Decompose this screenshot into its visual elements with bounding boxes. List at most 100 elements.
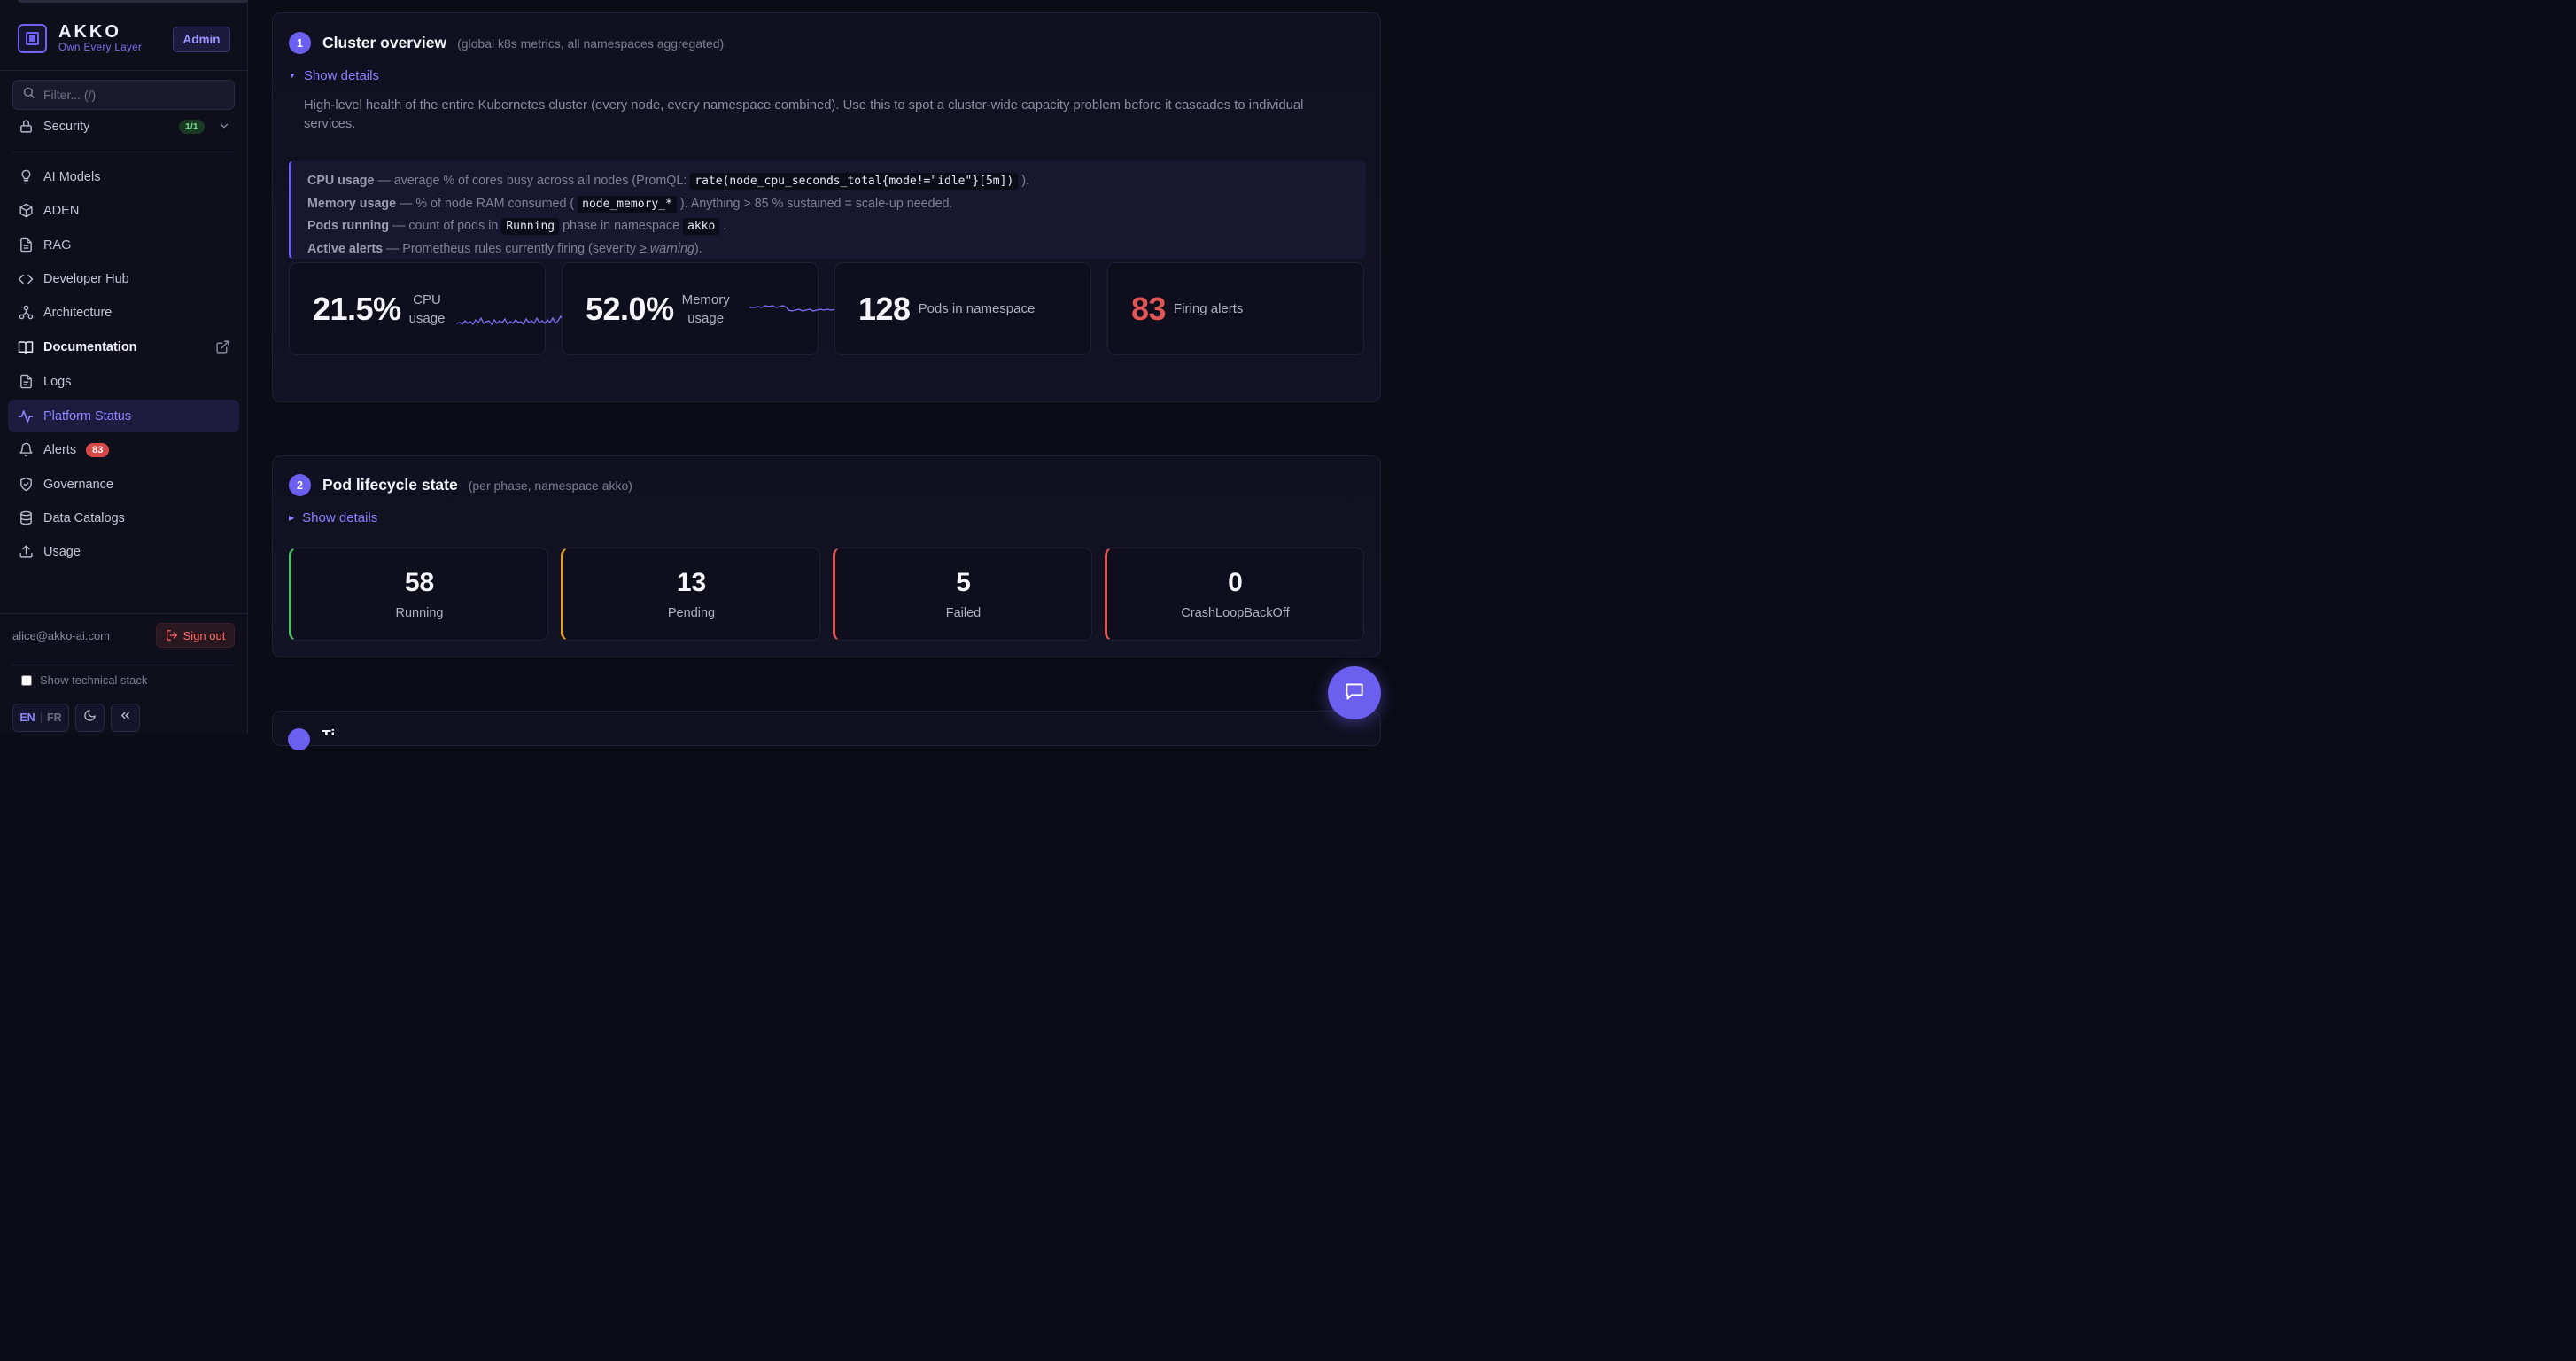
section-title: Pod lifecycle state	[322, 476, 458, 494]
show-details-toggle[interactable]: ▼ Show details	[289, 68, 379, 83]
lock-icon	[18, 119, 34, 135]
sidebar-item-rag[interactable]: RAG	[8, 229, 239, 261]
sidebar-item-label: Developer Hub	[43, 271, 129, 286]
phase-label: Pending	[667, 606, 716, 620]
pods-card: 128 Pods in namespace	[834, 262, 1091, 355]
sidebar-item-label: AI Models	[43, 169, 101, 184]
alerts-value: 83	[1131, 290, 1167, 327]
phase-count: 58	[404, 568, 435, 597]
database-icon	[18, 510, 34, 526]
next-section-card	[272, 711, 1381, 746]
pod-lifecycle-section: 2 Pod lifecycle state (per phase, namesp…	[272, 455, 1381, 657]
metric-definitions: CPU usage — average % of cores busy acro…	[289, 161, 1366, 259]
brand[interactable]: AKKO Own Every Layer	[18, 23, 142, 53]
cpu-usage-card: 21.5% CPU usage	[289, 262, 564, 355]
file-icon	[18, 374, 34, 390]
phase-pending-card: 13 Pending	[561, 548, 820, 641]
akko-logo-icon	[18, 23, 47, 53]
lang-en[interactable]: EN	[19, 712, 35, 724]
security-count-badge: 1/1	[179, 119, 205, 134]
show-details-label: Show details	[303, 68, 379, 83]
cluster-overview-section: 1 Cluster overview (global k8s metrics, …	[272, 12, 1381, 402]
bell-icon	[18, 442, 34, 458]
moon-icon	[83, 709, 97, 727]
section-number: 1	[289, 32, 311, 54]
chevron-down-icon[interactable]	[218, 120, 230, 136]
lang-fr[interactable]: FR	[46, 712, 62, 724]
tech-stack-toggle[interactable]: Show technical stack	[21, 673, 147, 687]
phase-failed-card: 5 Failed	[833, 548, 1092, 641]
sidebar-item-ai-models[interactable]: AI Models	[8, 160, 239, 193]
upload-icon	[18, 544, 34, 560]
sidebar-item-label: Data Catalogs	[43, 510, 125, 525]
double-chevron-left-icon	[119, 709, 132, 727]
sidebar: AKKO Own Every Layer Admin Security 1/1 …	[0, 0, 248, 734]
alerts-definition: Active alerts — Prometheus rules current…	[307, 241, 702, 256]
next-section-title: Ti	[322, 727, 336, 735]
brand-tagline: Own Every Layer	[58, 43, 143, 53]
search-icon	[22, 86, 35, 104]
sidebar-item-platform-status[interactable]: Platform Status	[8, 400, 239, 432]
sidebar-item-governance[interactable]: Governance	[8, 468, 239, 501]
sign-out-button[interactable]: Sign out	[156, 623, 235, 648]
pods-definition: Pods running — count of pods in Running …	[307, 218, 727, 236]
chat-button[interactable]	[1328, 666, 1381, 719]
section-subtitle: (global k8s metrics, all namespaces aggr…	[457, 35, 725, 51]
tech-stack-label: Show technical stack	[40, 673, 148, 687]
sidebar-item-developer-hub[interactable]: Developer Hub	[8, 262, 239, 295]
alerts-count-badge: 83	[86, 442, 110, 457]
filter-field[interactable]	[12, 80, 235, 110]
phase-label: Failed	[945, 606, 982, 620]
sidebar-item-architecture[interactable]: Architecture	[8, 296, 239, 329]
external-link-icon[interactable]	[215, 339, 230, 358]
pods-label: Pods in namespace	[918, 301, 1036, 316]
phase-crashloop-card: 0 CrashLoopBackOff	[1105, 548, 1364, 641]
bulb-icon	[18, 169, 34, 185]
sidebar-item-label: Documentation	[43, 339, 137, 354]
phase-running-card: 58 Running	[289, 548, 548, 641]
phase-count: 5	[956, 568, 971, 597]
phase-count: 13	[676, 568, 707, 597]
phase-count: 0	[1228, 568, 1243, 597]
language-switcher[interactable]: EN | FR	[12, 704, 69, 732]
sidebar-item-label: Governance	[43, 477, 113, 492]
sidebar-item-label: ADEN	[43, 203, 80, 218]
sidebar-item-label: RAG	[43, 237, 72, 253]
tech-stack-checkbox[interactable]	[21, 674, 32, 686]
memory-sparkline	[749, 305, 836, 312]
show-details-toggle[interactable]: ▶ Show details	[289, 510, 377, 525]
sidebar-item-label: Logs	[43, 374, 72, 389]
sidebar-item-security[interactable]: Security 1/1	[8, 110, 239, 143]
memory-usage-value: 52.0%	[586, 290, 674, 327]
sidebar-item-label: Usage	[43, 544, 81, 559]
theme-toggle-button[interactable]	[75, 704, 105, 732]
triangle-right-icon: ▶	[289, 514, 295, 522]
collapse-sidebar-button[interactable]	[111, 704, 140, 732]
divider	[0, 70, 247, 71]
admin-badge[interactable]: Admin	[173, 27, 230, 52]
sidebar-item-documentation[interactable]: Documentation	[8, 331, 239, 363]
cpu-usage-value: 21.5%	[313, 290, 401, 327]
section-number: 2	[289, 474, 311, 496]
filter-input[interactable]	[43, 88, 221, 102]
sidebar-item-logs[interactable]: Logs	[8, 365, 239, 398]
alerts-card: 83 Firing alerts	[1107, 262, 1364, 355]
document-icon	[18, 237, 34, 253]
sidebar-item-label: Alerts	[43, 442, 77, 457]
sidebar-item-label: Platform Status	[43, 408, 132, 424]
sidebar-item-usage[interactable]: Usage	[8, 535, 239, 568]
divider	[0, 613, 247, 614]
book-icon	[18, 339, 34, 355]
sidebar-item-data-catalogs[interactable]: Data Catalogs	[8, 502, 239, 534]
logout-icon	[166, 629, 178, 642]
section-subtitle: (per phase, namespace akko)	[468, 478, 632, 493]
sidebar-item-alerts[interactable]: Alerts 83	[8, 433, 239, 466]
memory-definition: Memory usage — % of node RAM consumed ( …	[307, 195, 953, 213]
brand-name: AKKO	[58, 22, 121, 42]
section-title: Cluster overview	[322, 34, 447, 51]
memory-usage-label: Memory usage	[681, 292, 730, 326]
phase-label: Running	[395, 606, 444, 620]
code-icon	[18, 271, 34, 287]
pods-value: 128	[858, 290, 911, 327]
sidebar-item-aden[interactable]: ADEN	[8, 194, 239, 227]
